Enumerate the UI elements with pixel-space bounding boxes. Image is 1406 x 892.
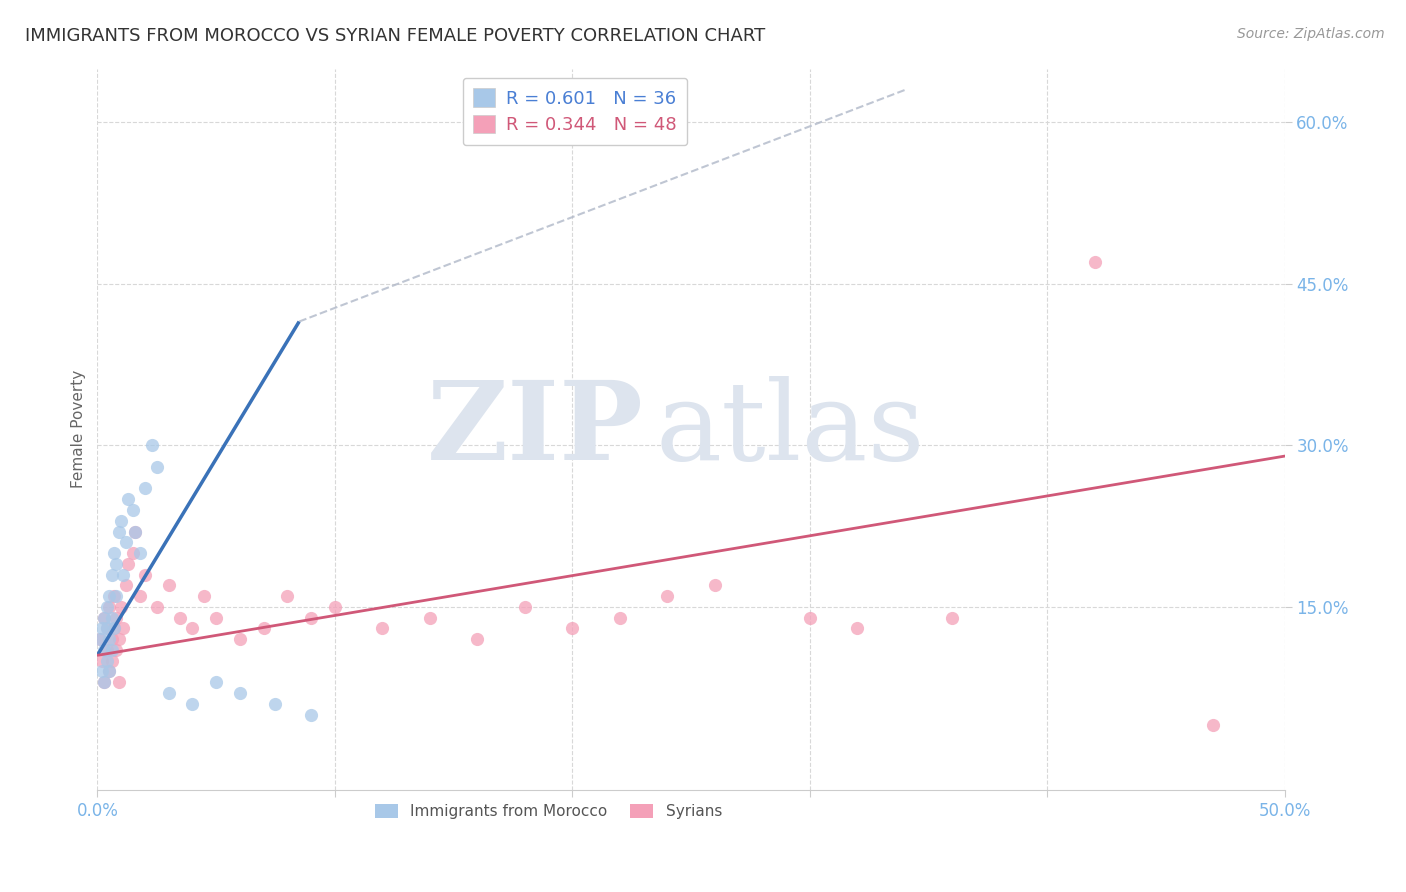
Point	[91, 621, 114, 635]
Point	[96, 643, 118, 657]
Point	[96, 599, 118, 614]
Point	[169, 610, 191, 624]
Point	[115, 578, 138, 592]
Point	[98, 589, 121, 603]
Point	[117, 557, 139, 571]
Point	[141, 438, 163, 452]
Point	[122, 503, 145, 517]
Point	[181, 697, 204, 711]
Point	[115, 535, 138, 549]
Point	[96, 654, 118, 668]
Point	[93, 610, 115, 624]
Point	[112, 621, 135, 635]
Point	[107, 632, 129, 647]
Text: ZIP: ZIP	[426, 376, 644, 483]
Point	[657, 589, 679, 603]
Y-axis label: Female Poverty: Female Poverty	[72, 370, 86, 488]
Point	[465, 632, 488, 647]
Point	[98, 665, 121, 679]
Point	[941, 610, 963, 624]
Point	[89, 632, 111, 647]
Point	[93, 675, 115, 690]
Point	[112, 567, 135, 582]
Point	[145, 599, 167, 614]
Point	[799, 610, 821, 624]
Point	[129, 589, 152, 603]
Point	[110, 599, 132, 614]
Point	[157, 578, 180, 592]
Point	[98, 632, 121, 647]
Point	[107, 675, 129, 690]
Point	[205, 675, 228, 690]
Point	[122, 546, 145, 560]
Point	[105, 557, 128, 571]
Point	[105, 589, 128, 603]
Point	[193, 589, 215, 603]
Point	[105, 643, 128, 657]
Point	[371, 621, 394, 635]
Point	[124, 524, 146, 539]
Point	[96, 621, 118, 635]
Point	[129, 546, 152, 560]
Point	[205, 610, 228, 624]
Point	[299, 610, 322, 624]
Point	[93, 675, 115, 690]
Point	[117, 492, 139, 507]
Point	[98, 599, 121, 614]
Point	[110, 514, 132, 528]
Point	[100, 567, 122, 582]
Point	[100, 632, 122, 647]
Point	[105, 610, 128, 624]
Point	[846, 621, 869, 635]
Point	[124, 524, 146, 539]
Text: IMMIGRANTS FROM MOROCCO VS SYRIAN FEMALE POVERTY CORRELATION CHART: IMMIGRANTS FROM MOROCCO VS SYRIAN FEMALE…	[25, 27, 765, 45]
Point	[89, 632, 111, 647]
Point	[103, 621, 125, 635]
Point	[145, 459, 167, 474]
Point	[91, 654, 114, 668]
Point	[703, 578, 725, 592]
Point	[181, 621, 204, 635]
Point	[609, 610, 631, 624]
Point	[134, 567, 156, 582]
Text: Source: ZipAtlas.com: Source: ZipAtlas.com	[1237, 27, 1385, 41]
Point	[100, 654, 122, 668]
Point	[323, 599, 346, 614]
Point	[419, 610, 441, 624]
Point	[100, 610, 122, 624]
Point	[96, 621, 118, 635]
Point	[98, 665, 121, 679]
Point	[107, 524, 129, 539]
Point	[103, 621, 125, 635]
Point	[103, 546, 125, 560]
Point	[229, 632, 252, 647]
Point	[103, 589, 125, 603]
Point	[93, 610, 115, 624]
Point	[252, 621, 274, 635]
Point	[93, 643, 115, 657]
Point	[1202, 718, 1225, 732]
Point	[134, 482, 156, 496]
Point	[561, 621, 583, 635]
Point	[229, 686, 252, 700]
Text: atlas: atlas	[655, 376, 925, 483]
Point	[100, 643, 122, 657]
Point	[1083, 255, 1105, 269]
Point	[91, 665, 114, 679]
Point	[264, 697, 287, 711]
Point	[299, 707, 322, 722]
Point	[157, 686, 180, 700]
Point	[513, 599, 536, 614]
Legend: Immigrants from Morocco, Syrians: Immigrants from Morocco, Syrians	[368, 798, 728, 826]
Point	[276, 589, 298, 603]
